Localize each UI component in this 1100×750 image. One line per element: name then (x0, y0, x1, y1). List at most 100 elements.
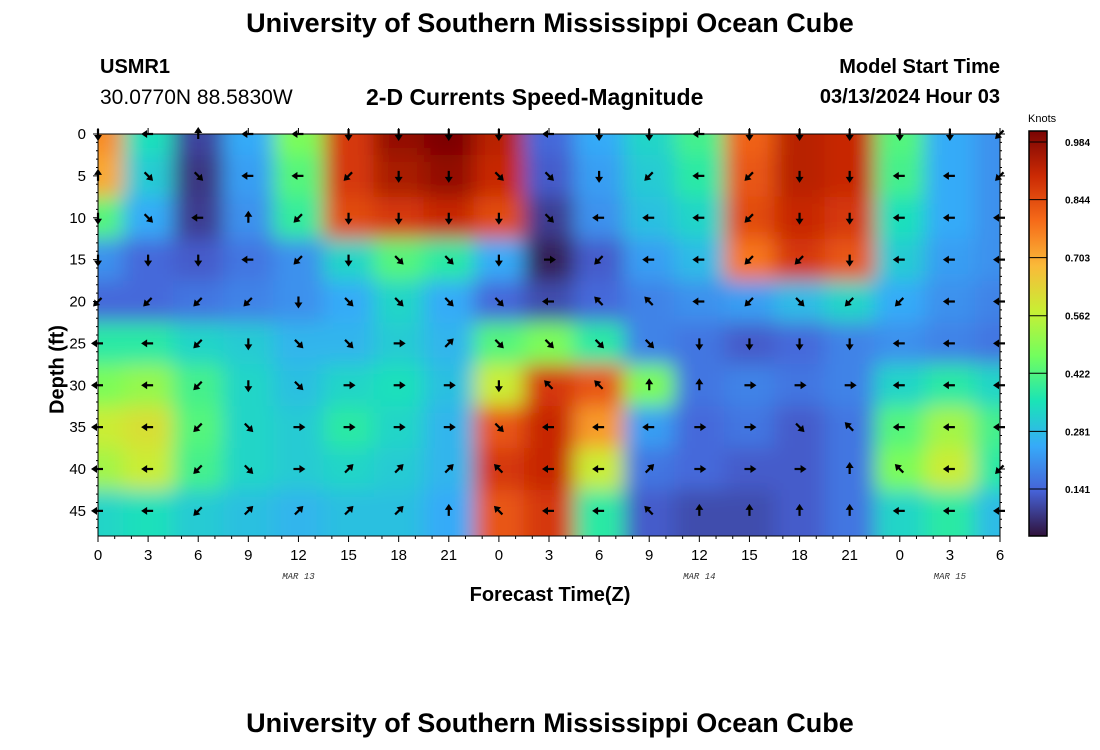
current-arrow (193, 297, 203, 307)
current-arrow-head (993, 339, 999, 348)
current-arrow (494, 380, 503, 393)
x-axis-label: Forecast Time(Z) (469, 584, 631, 606)
y-tick-label: 30 (69, 377, 86, 394)
current-arrow-head (444, 503, 453, 510)
current-arrow-head (845, 135, 854, 141)
current-arrow-head (291, 171, 298, 180)
current-arrow-head (349, 423, 356, 432)
x-tick-label: 15 (340, 547, 357, 564)
current-arrow-head (594, 296, 602, 304)
current-arrow-head (993, 255, 999, 264)
current-arrow-head (344, 260, 353, 267)
current-arrow (594, 339, 605, 349)
current-arrow-head (692, 297, 699, 306)
current-arrow-head (246, 425, 254, 433)
current-arrow (845, 212, 854, 225)
current-arrow-head (546, 173, 554, 181)
current-arrow-head (394, 176, 403, 183)
current-arrow (644, 296, 654, 306)
current-arrow-head (141, 381, 148, 390)
current-arrow-head (546, 341, 554, 349)
heatmap-cell (824, 134, 876, 156)
current-arrow (744, 255, 754, 265)
current-arrow (394, 255, 404, 265)
current-arrow-head (794, 257, 802, 265)
current-arrow (795, 503, 804, 516)
y-tick-label: 5 (78, 168, 86, 185)
current-arrow (642, 213, 655, 222)
current-arrow-head (894, 464, 902, 472)
current-arrow (194, 254, 203, 267)
current-arrow-head (942, 465, 949, 473)
current-arrow (244, 464, 254, 474)
current-arrow-head (993, 381, 999, 390)
current-arrow-head (244, 210, 253, 217)
current-arrow (393, 423, 406, 432)
model-start-time: 03/13/2024 Hour 03 (819, 86, 1000, 108)
heatmap-cell (223, 489, 274, 536)
current-arrow (344, 339, 354, 349)
current-arrow (393, 339, 406, 348)
current-arrow-head (942, 339, 949, 348)
current-arrow-head (642, 255, 649, 264)
current-arrow (143, 297, 153, 307)
current-arrow (493, 464, 504, 474)
current-arrow-head (145, 173, 154, 181)
current-arrow-head (496, 341, 504, 349)
current-arrow-head (892, 213, 899, 222)
current-arrow-head (895, 135, 904, 141)
heatmap-cell (974, 154, 1000, 198)
current-arrow (542, 465, 554, 473)
current-arrow (143, 171, 154, 181)
current-arrow-head (592, 423, 599, 432)
current-arrow-head (396, 299, 404, 307)
current-arrow-head (797, 299, 805, 307)
current-arrow-head (744, 215, 752, 223)
heatmap-cell (924, 134, 976, 156)
heatmap-cell (874, 134, 926, 156)
y-tick-label: 20 (69, 294, 86, 311)
x-tick-label: 3 (545, 547, 553, 564)
x-tick-label: 6 (194, 547, 202, 564)
current-arrow-head (542, 297, 548, 306)
current-arrow (243, 297, 253, 307)
current-arrow-head (850, 381, 857, 390)
heatmap-cell (523, 134, 575, 156)
model-start-label: Model Start Time (839, 56, 1000, 78)
x-tick-label: 0 (94, 547, 102, 564)
current-arrow (444, 503, 453, 516)
current-arrow (443, 381, 456, 390)
heatmap-cell (323, 489, 375, 536)
current-arrow-head (942, 255, 949, 264)
current-arrow-head (343, 173, 351, 181)
current-arrow-head (246, 505, 254, 513)
current-arrow (795, 422, 805, 433)
current-arrow-head (446, 257, 454, 265)
current-arrow-head (542, 423, 548, 432)
heatmap-cell (624, 489, 675, 536)
current-arrow (695, 503, 704, 516)
current-arrow (494, 254, 503, 267)
current-arrow (244, 505, 254, 516)
current-arrow-head (844, 422, 852, 430)
current-arrow (494, 212, 503, 225)
current-arrow (143, 213, 154, 223)
current-arrow (494, 422, 504, 433)
current-arrow (293, 465, 306, 473)
heatmap-cell (574, 489, 625, 536)
current-arrow (642, 255, 655, 264)
current-arrow-head (993, 506, 999, 515)
current-arrow-head (695, 378, 704, 385)
current-arrow-head (494, 218, 503, 225)
page-title: University of Southern Mississippi Ocean… (246, 8, 854, 38)
current-arrow (294, 380, 304, 391)
current-arrow (293, 423, 306, 432)
current-arrow (642, 423, 655, 432)
colorbar-bar (1028, 130, 1048, 537)
current-arrow (294, 296, 303, 309)
current-arrow (595, 170, 604, 183)
heatmap-cell (98, 238, 124, 282)
current-arrow-head (193, 425, 201, 433)
station-coordinates: 30.0770N 88.5830W (100, 86, 293, 109)
date-label: MAR 15 (934, 572, 967, 582)
